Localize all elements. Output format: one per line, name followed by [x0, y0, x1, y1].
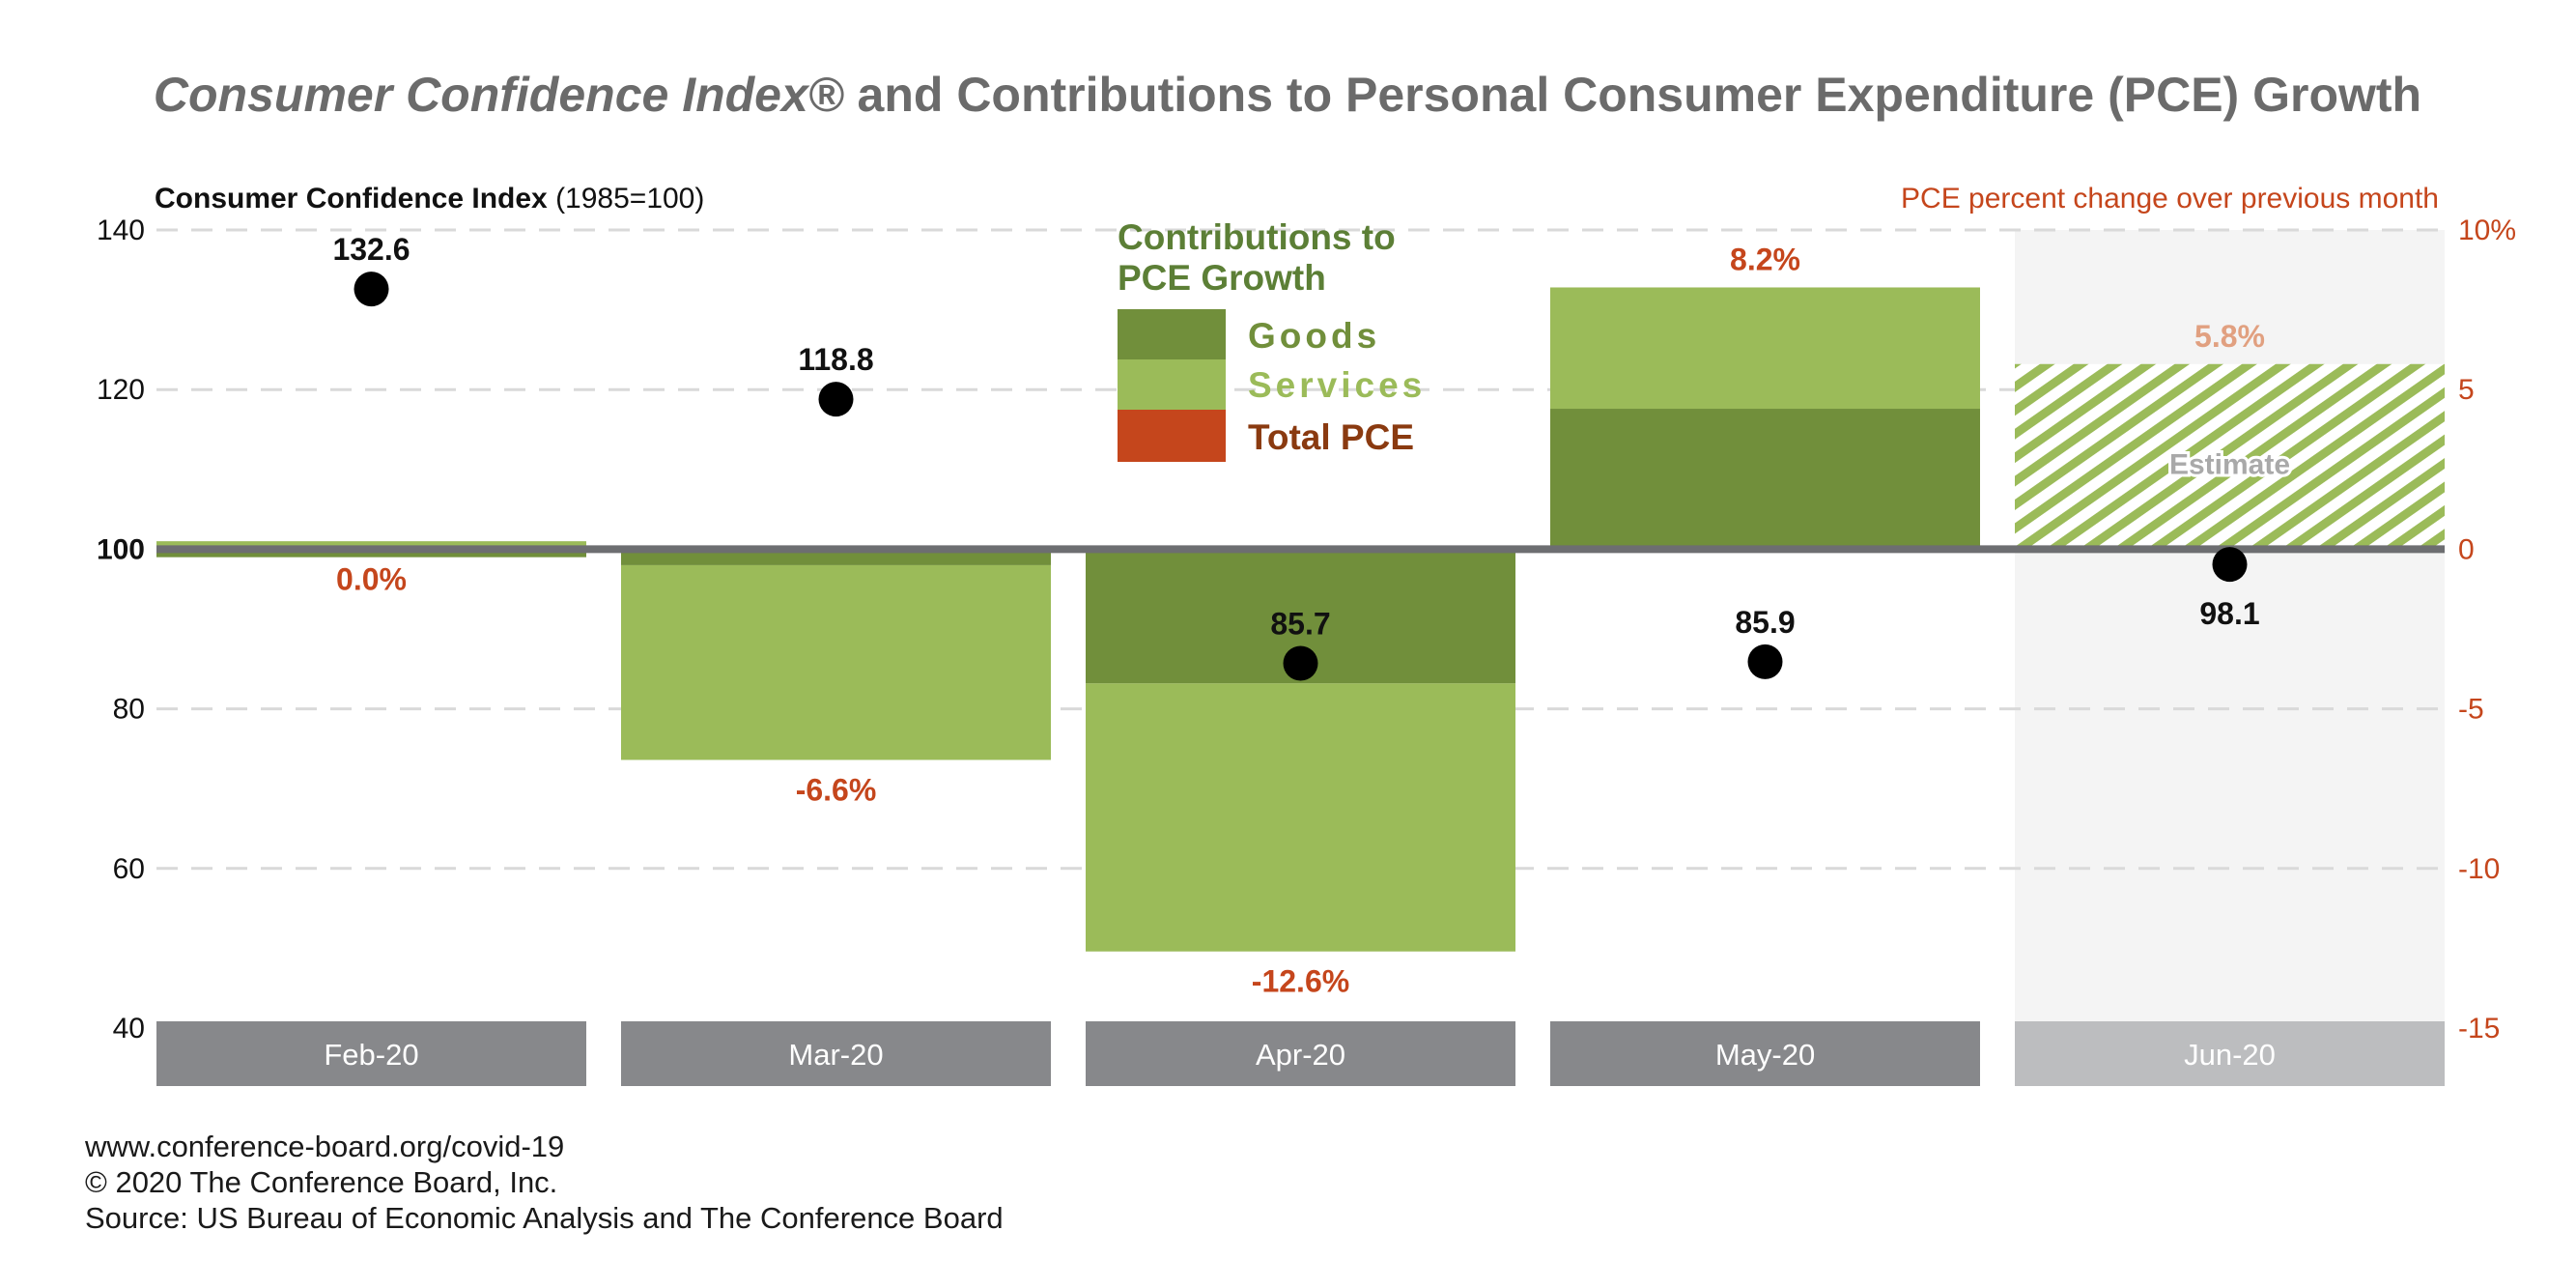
bar-goods	[1550, 409, 1980, 550]
total-pce-label: -6.6%	[796, 772, 877, 807]
left-tick-label: 100	[97, 533, 145, 565]
cci-dot-layer	[354, 272, 2248, 681]
legend-label-goods: Goods	[1248, 316, 1380, 356]
cci-value-label: 85.9	[1735, 605, 1795, 640]
category-box	[2015, 1021, 2445, 1086]
footer-source: Source: US Bureau of Economic Analysis a…	[85, 1201, 1004, 1235]
left-tick-label: 60	[113, 853, 145, 885]
left-axis-label: Consumer Confidence Index (1985=100)	[155, 183, 704, 215]
estimate-label: Estimate	[2169, 449, 2290, 481]
category-label: Jun-20	[2184, 1038, 2276, 1072]
cci-value-label: 98.1	[2199, 596, 2259, 631]
cci-dot	[818, 382, 854, 417]
footer: www.conference-board.org/covid-19 © 2020…	[85, 1129, 1004, 1236]
left-tick-label: 120	[97, 374, 145, 406]
legend-swatch-goods	[1118, 309, 1226, 359]
cci-value-label: 132.6	[332, 232, 410, 267]
left-tick-label: 80	[113, 694, 145, 726]
category-label: Apr-20	[1256, 1038, 1345, 1072]
estimate-region	[2015, 230, 2445, 1028]
chart-title: Consumer Confidence Index® and Contribut…	[154, 68, 2421, 122]
category-box	[1086, 1021, 1515, 1086]
bar-services	[621, 564, 1051, 760]
cci-dot	[2212, 547, 2248, 583]
bar-layer	[156, 287, 2445, 952]
total-pce-label: 5.8%	[2194, 319, 2265, 354]
right-tick-label: 0	[2458, 533, 2475, 565]
legend-title-line1: Contributions to	[1118, 217, 1396, 257]
cci-dot	[1747, 644, 1783, 679]
category-box	[621, 1021, 1051, 1086]
bar-goods	[156, 549, 586, 558]
bar-services	[156, 541, 586, 550]
left-axis-label-bold: Consumer Confidence Index	[155, 183, 548, 215]
category-box	[1550, 1021, 1980, 1086]
left-tick-label: 40	[113, 1013, 145, 1045]
chart-title-rest: and Contributions to Personal Consumer E…	[844, 68, 2421, 122]
category-box	[156, 1021, 586, 1086]
legend: Contributions to PCE Growth Goods Servic…	[1118, 217, 1426, 462]
label-layer: 0.0% -6.6% -12.6% 8.2% 5.8% Estimate 132.6 118.…	[332, 232, 2293, 999]
category-label: Feb-20	[324, 1038, 418, 1072]
axis-tick-layer: 140 120 100 80 60 40 10% 5 0 -5 -10 -15	[97, 215, 2516, 1045]
right-tick-label: 10%	[2458, 215, 2516, 246]
right-axis-label: PCE percent change over previous month	[1901, 183, 2439, 215]
chart-title-italic: Consumer Confidence Index®	[154, 68, 844, 122]
footer-url[interactable]: www.conference-board.org/covid-19	[85, 1130, 565, 1163]
legend-swatch-services	[1118, 359, 1226, 410]
right-tick-label: -10	[2458, 853, 2500, 885]
category-label: May-20	[1715, 1038, 1815, 1072]
left-axis-label-rest: (1985=100)	[548, 183, 705, 215]
total-pce-label: 8.2%	[1730, 242, 1800, 276]
category-label: Mar-20	[788, 1038, 883, 1072]
cci-dot	[1283, 645, 1318, 681]
right-tick-label: -5	[2458, 694, 2484, 726]
legend-title-line2: PCE Growth	[1118, 258, 1326, 298]
footer-copyright: © 2020 The Conference Board, Inc.	[85, 1165, 558, 1199]
legend-swatch-total	[1118, 410, 1226, 462]
left-tick-label: 140	[97, 215, 145, 246]
right-tick-label: 5	[2458, 374, 2475, 406]
legend-label-total: Total PCE	[1248, 417, 1414, 457]
estimate-region-layer	[2015, 230, 2445, 1028]
cci-value-label: 118.8	[798, 342, 873, 377]
cci-value-label: 85.7	[1270, 607, 1330, 642]
legend-label-services: Services	[1248, 365, 1426, 405]
bar-services	[1550, 287, 1980, 410]
cci-dot	[354, 272, 389, 307]
bar-goods	[621, 549, 1051, 565]
right-tick-label: -15	[2458, 1013, 2500, 1045]
category-layer: Feb-20 Mar-20 Apr-20 May-20 Jun-20	[156, 1021, 2445, 1086]
total-pce-label: -12.6%	[1252, 964, 1349, 999]
total-pce-label: 0.0%	[336, 561, 407, 596]
bar-services	[1086, 683, 1515, 952]
bar-total-estimate	[2015, 363, 2445, 550]
